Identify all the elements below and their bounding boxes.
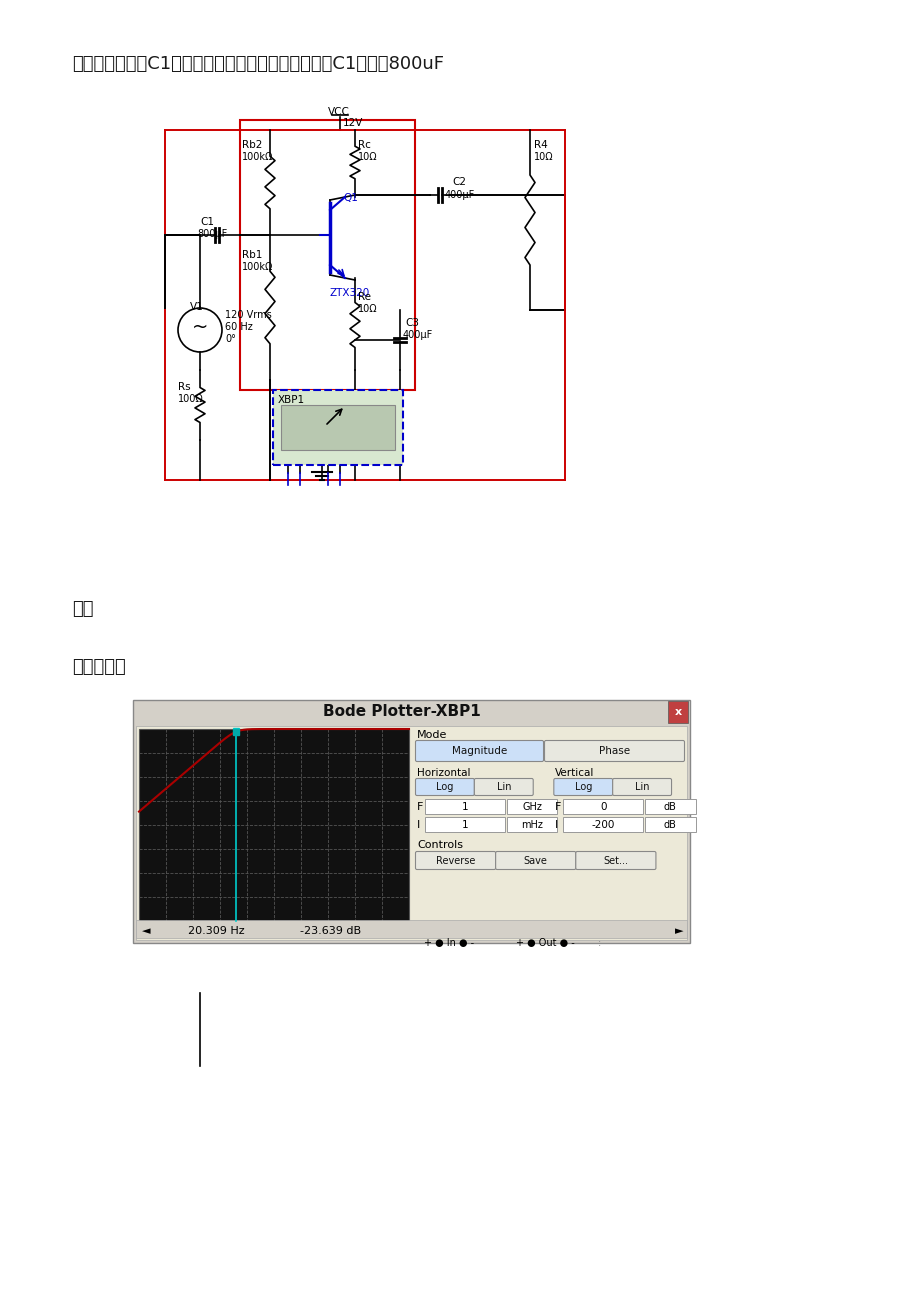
Text: Rc: Rc (357, 141, 370, 150)
Text: Rb2: Rb2 (242, 141, 262, 150)
FancyBboxPatch shape (474, 778, 533, 795)
Bar (425, 799, 505, 814)
Text: dB: dB (664, 801, 676, 812)
Text: 1: 1 (461, 801, 468, 812)
Text: Rs: Rs (177, 382, 190, 392)
Text: Magnitude: Magnitude (451, 745, 506, 756)
Text: Rb1: Rb1 (242, 250, 262, 260)
Text: 100kΩ: 100kΩ (242, 152, 273, 163)
Bar (280, 405, 394, 450)
Bar (644, 817, 695, 833)
Bar (644, 799, 695, 814)
Text: Reverse: Reverse (436, 856, 475, 865)
Bar (136, 920, 686, 938)
Text: 20.309 Hz: 20.309 Hz (187, 926, 244, 935)
FancyBboxPatch shape (612, 778, 671, 795)
Text: 10Ω: 10Ω (357, 304, 377, 314)
Text: 400μF: 400μF (445, 190, 475, 200)
Bar (667, 701, 687, 723)
Text: Controls: Controls (416, 840, 462, 850)
Text: dB: dB (664, 820, 676, 830)
Text: Save: Save (523, 856, 547, 865)
Text: ◄: ◄ (142, 926, 150, 935)
Bar (273, 390, 403, 464)
Text: Bode Plotter-XBP1: Bode Plotter-XBP1 (323, 705, 480, 719)
Text: -23.639 dB: -23.639 dB (301, 926, 361, 935)
Text: OUT: OUT (328, 438, 348, 448)
Text: Re: Re (357, 291, 370, 302)
Text: Lin: Lin (496, 782, 510, 792)
Text: 60 Hz: 60 Hz (225, 323, 253, 332)
Text: + ● Out ● -: + ● Out ● - (516, 938, 574, 948)
Text: GHz: GHz (522, 801, 541, 812)
Text: 100kΩ: 100kΩ (242, 262, 273, 272)
Text: C2: C2 (451, 177, 466, 187)
Bar (562, 817, 642, 833)
FancyBboxPatch shape (415, 740, 543, 761)
Text: R4: R4 (533, 141, 547, 150)
Text: XBP1: XBP1 (278, 396, 305, 405)
Text: C3: C3 (404, 317, 418, 328)
Bar (506, 817, 557, 833)
FancyBboxPatch shape (544, 740, 684, 761)
Text: Phase: Phase (598, 745, 630, 756)
Bar (506, 799, 557, 814)
Text: Vertical: Vertical (555, 768, 594, 778)
FancyBboxPatch shape (415, 778, 474, 795)
Text: I: I (555, 820, 558, 830)
Text: Q1: Q1 (343, 193, 357, 203)
Text: 图三: 图三 (72, 600, 94, 618)
FancyBboxPatch shape (553, 778, 612, 795)
FancyBboxPatch shape (495, 851, 575, 869)
Bar (133, 700, 689, 943)
Text: 400μF: 400μF (403, 330, 433, 340)
Text: C1: C1 (199, 217, 214, 226)
Text: 0°: 0° (225, 334, 235, 343)
Text: -200: -200 (591, 820, 614, 830)
Text: F: F (416, 801, 423, 812)
Text: Set...: Set... (603, 856, 628, 865)
Bar (139, 729, 409, 921)
FancyBboxPatch shape (575, 851, 655, 869)
Text: ZTX320: ZTX320 (330, 288, 369, 298)
Text: 10Ω: 10Ω (533, 152, 553, 163)
Text: 下限频率：: 下限频率： (72, 658, 126, 677)
Text: 10Ω: 10Ω (357, 152, 377, 163)
Bar (136, 726, 686, 941)
Text: 800μF: 800μF (197, 229, 227, 239)
Text: 100Ω: 100Ω (177, 394, 203, 405)
Text: Log: Log (436, 782, 453, 792)
Text: ►: ► (674, 926, 683, 935)
Bar (562, 799, 642, 814)
Text: F: F (555, 801, 562, 812)
Text: Log: Log (574, 782, 591, 792)
Text: x: x (674, 706, 681, 717)
Text: I: I (416, 820, 420, 830)
Text: ~: ~ (191, 317, 208, 337)
Text: IN: IN (288, 438, 298, 448)
Text: :: : (597, 938, 601, 948)
Text: mHz: mHz (520, 820, 542, 830)
Text: Horizontal: Horizontal (416, 768, 470, 778)
Text: Lin: Lin (634, 782, 649, 792)
Text: VCC: VCC (328, 107, 349, 117)
Text: 120 Vrms: 120 Vrms (225, 310, 271, 320)
Text: + ● In ● -: + ● In ● - (424, 938, 473, 948)
Text: 0: 0 (599, 801, 606, 812)
Text: 为研究耦合电容C1对低频特性的影响，改变耦合电容C1的值为800uF: 为研究耦合电容C1对低频特性的影响，改变耦合电容C1的值为800uF (72, 55, 444, 73)
FancyBboxPatch shape (415, 851, 495, 869)
Bar (425, 817, 505, 833)
Text: V1: V1 (190, 302, 203, 312)
Text: 1: 1 (461, 820, 468, 830)
Text: Mode: Mode (416, 730, 447, 740)
Text: 12V: 12V (343, 118, 363, 127)
Bar (240, 120, 414, 390)
